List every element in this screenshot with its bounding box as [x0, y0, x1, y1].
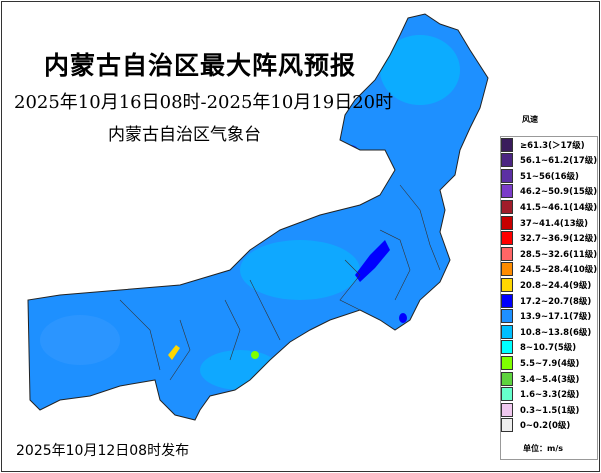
legend-label: 24.5~28.4(10级)	[520, 265, 598, 276]
legend-item: 24.5~28.4(10级)	[501, 262, 597, 277]
wind-level-6-area	[200, 350, 280, 390]
legend-label: 17.2~20.7(8级)	[520, 296, 592, 307]
wind-level-6-area	[240, 240, 360, 300]
legend: ≥61.3(＞17级) 56.1~61.2(17级) 51~56(16级) 46.2~…	[500, 136, 598, 460]
legend-label: 28.5~32.6(11级)	[520, 249, 598, 260]
legend-item: 0~0.2(0级)	[501, 418, 570, 433]
legend-swatch	[501, 231, 513, 246]
legend-item: 32.7~36.9(12级)	[501, 231, 597, 246]
wind-level-8-area	[342, 145, 358, 155]
legend-item: 1.6~3.3(2级)	[501, 387, 579, 402]
legend-label: 13.9~17.1(7级)	[520, 312, 592, 323]
legend-swatch	[501, 371, 513, 386]
wind-level-8-area	[399, 313, 407, 323]
legend-item: 51~56(16级)	[501, 168, 579, 183]
legend-label: 56.1~61.2(17级)	[520, 156, 598, 167]
legend-label: 5.5~7.9(4级)	[520, 358, 580, 369]
legend-label: 10.8~13.8(6级)	[520, 327, 592, 338]
wind-level-8-area	[355, 240, 390, 282]
legend-label: 51~56(16级)	[520, 171, 579, 182]
publish-time: 2025年10月12日08时发布	[16, 443, 190, 459]
legend-item: 56.1~61.2(17级)	[501, 153, 597, 168]
legend-label: 1.6~3.3(2级)	[520, 390, 580, 401]
forecast-period: 2025年10月16日08时-2025年10月19日20时	[14, 92, 394, 113]
legend-item: 8~10.7(5级)	[501, 340, 576, 355]
legend-label: 3.4~5.4(3级)	[520, 374, 580, 385]
legend-swatch	[501, 168, 513, 183]
legend-unit: 单位：m/s	[523, 444, 564, 453]
legend-label: 20.8~24.4(9级)	[520, 280, 592, 291]
wind-level-7-area	[40, 315, 120, 365]
legend-swatch	[501, 184, 513, 199]
legend-label: 46.2~50.9(15级)	[520, 187, 598, 198]
legend-item: 3.4~5.4(3级)	[501, 371, 579, 386]
legend-swatch	[501, 324, 513, 339]
map-title: 内蒙古自治区最大阵风预报	[44, 51, 357, 80]
wind-level-6-area	[380, 35, 460, 105]
legend-swatch	[501, 340, 513, 355]
league-borders	[119, 184, 441, 381]
legend-item: 37~41.4(13级)	[501, 215, 588, 230]
legend-item: ≥61.3(＞17级)	[501, 137, 585, 152]
legend-label: 32.7~36.9(12级)	[520, 234, 598, 245]
wind-level-9-area	[168, 345, 180, 360]
legend-label: ≥61.3(＞17级)	[520, 140, 585, 151]
legend-swatch	[501, 293, 513, 308]
legend-swatch	[501, 199, 513, 214]
legend-label: 0~0.2(0级)	[520, 421, 571, 432]
legend-swatch	[501, 246, 513, 261]
legend-item: 0.3~1.5(1级)	[501, 402, 579, 417]
legend-swatch	[501, 355, 513, 370]
wind-level-4-area	[251, 351, 259, 359]
legend-title: 风速	[522, 115, 538, 124]
legend-label: 8~10.7(5级)	[520, 343, 577, 354]
legend-swatch	[501, 418, 513, 433]
legend-swatch	[501, 137, 513, 152]
legend-item: 28.5~32.6(11级)	[501, 246, 597, 261]
legend-swatch	[501, 402, 513, 417]
legend-swatch	[501, 215, 513, 230]
legend-item: 13.9~17.1(7级)	[501, 309, 591, 324]
legend-label: 37~41.4(13级)	[520, 218, 589, 229]
legend-label: 0.3~1.5(1级)	[520, 405, 580, 416]
legend-item: 17.2~20.7(8级)	[501, 293, 591, 308]
legend-item: 10.8~13.8(6级)	[501, 324, 591, 339]
legend-item: 20.8~24.4(9级)	[501, 277, 591, 292]
legend-swatch	[501, 153, 513, 168]
legend-label: 41.5~46.1(14级)	[520, 202, 598, 213]
legend-item: 5.5~7.9(4级)	[501, 355, 579, 370]
legend-item: 41.5~46.1(14级)	[501, 199, 597, 214]
legend-swatch	[501, 277, 513, 292]
legend-swatch	[501, 387, 513, 402]
issuer: 内蒙古自治区气象台	[108, 125, 261, 145]
legend-swatch	[501, 262, 513, 277]
legend-swatch	[501, 309, 513, 324]
legend-item: 46.2~50.9(15级)	[501, 184, 597, 199]
